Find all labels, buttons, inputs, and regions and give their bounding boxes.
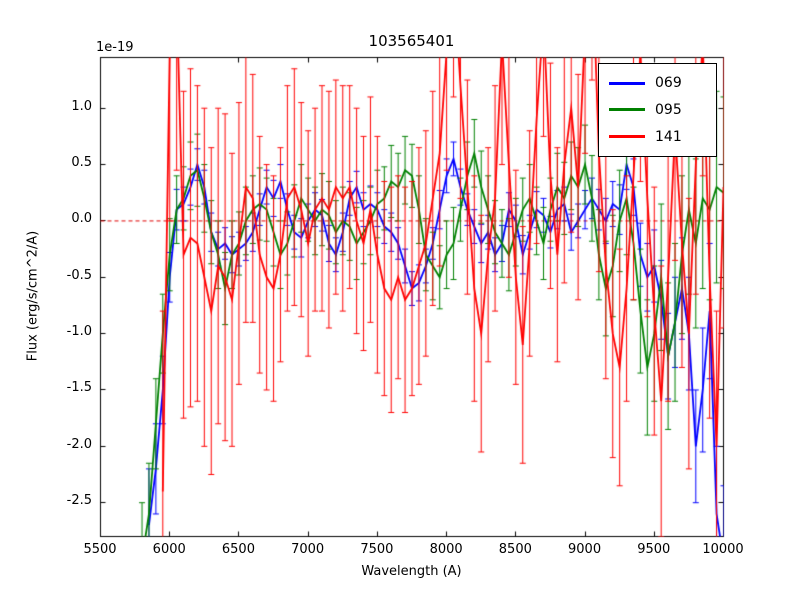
y-tick-label: -1.0 [66, 324, 92, 340]
x-tick-label: 5500 [83, 542, 117, 557]
x-tick-label: 10000 [702, 542, 744, 557]
x-tick-label: 6000 [152, 542, 186, 557]
y-tick-label: -2.5 [66, 493, 92, 509]
legend: 069 095 141 [598, 63, 717, 157]
legend-label: 141 [655, 128, 682, 145]
legend-entry: 069 [609, 75, 706, 91]
y-tick-label: -1.5 [66, 380, 92, 396]
legend-label: 069 [655, 75, 682, 92]
x-tick-label: 7000 [291, 542, 325, 557]
y-axis-offset-label: 1e-19 [96, 40, 134, 55]
legend-entry: 141 [609, 129, 706, 145]
legend-entry: 095 [609, 102, 706, 118]
legend-label: 095 [655, 101, 682, 118]
y-tick-label: 1.0 [71, 98, 92, 114]
legend-line-sample [609, 135, 645, 139]
legend-line-sample [609, 81, 645, 85]
y-tick-label: -2.0 [66, 436, 92, 452]
x-tick-label: 9500 [637, 542, 671, 557]
x-tick-label: 8000 [429, 542, 463, 557]
y-tick-label: -0.5 [66, 267, 92, 283]
y-tick-label: 0.5 [71, 155, 92, 171]
legend-line-sample [609, 108, 645, 112]
x-tick-label: 7500 [360, 542, 394, 557]
x-tick-label: 6500 [221, 542, 255, 557]
y-tick-label: 0.0 [71, 211, 92, 227]
x-tick-label: 8500 [498, 542, 532, 557]
x-axis-label: Wavelength (A) [361, 564, 462, 579]
chart-title: 103565401 [368, 32, 455, 50]
y-axis-label: Flux (erg/s/cm^2/A) [25, 230, 41, 362]
x-tick-label: 9000 [568, 542, 602, 557]
